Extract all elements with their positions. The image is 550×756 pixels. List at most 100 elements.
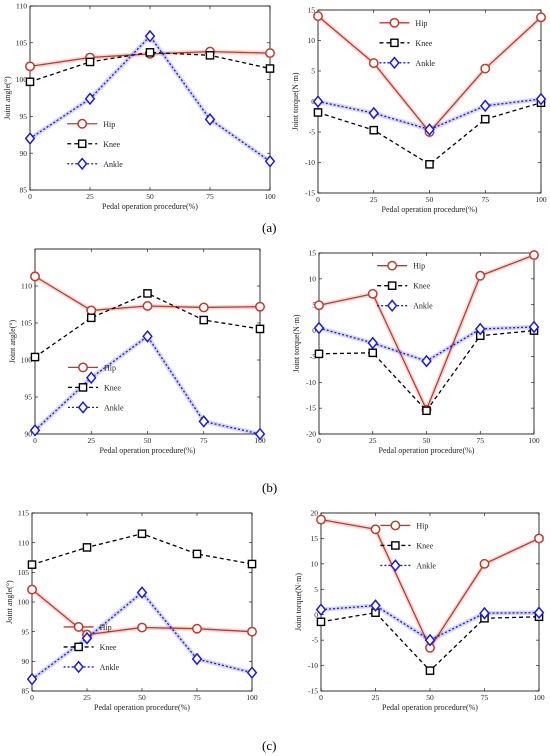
legend-label-knee: Knee <box>416 541 433 550</box>
series-line-hip <box>320 518 540 649</box>
legend: Hip Knee Ankle <box>379 17 435 70</box>
legend-marker-ankle <box>77 401 89 414</box>
data-point-ankle <box>421 354 432 368</box>
legend: Hip Knee Ankle <box>67 118 123 171</box>
data-point-hip <box>86 305 97 316</box>
data-point-knee <box>425 160 434 169</box>
y-axis-label: Joint torque(N·m) <box>291 72 300 130</box>
series-line-ankle <box>34 335 261 435</box>
x-tick-label: 75 <box>482 195 490 204</box>
series-line-hip <box>318 254 535 411</box>
x-tick-label: 0 <box>316 195 320 204</box>
data-point-ankle <box>81 631 93 645</box>
y-tick-label: 100 <box>21 356 33 365</box>
legend-marker-hip <box>73 621 84 632</box>
data-point-ankle <box>424 123 435 136</box>
y-axis-label: Joint angle(°) <box>3 76 12 120</box>
y-tick-label: 105 <box>16 38 28 47</box>
legend-label-hip: Hip <box>100 623 112 632</box>
y-axis-label: Joint angle(°) <box>8 319 17 363</box>
legend-label-hip: Hip <box>104 363 116 372</box>
data-point-hip <box>316 514 326 525</box>
data-point-ankle <box>370 599 381 612</box>
data-point-ankle <box>246 666 258 679</box>
x-tick-label: 75 <box>200 436 208 445</box>
y-tick-label: 15 <box>311 534 319 543</box>
data-point-knee <box>143 289 152 298</box>
plot-frame <box>320 512 540 692</box>
legend-marker-knee <box>387 281 397 290</box>
data-point-hip <box>255 301 265 312</box>
x-tick-label: 100 <box>246 693 258 702</box>
legend-label-hip: Hip <box>416 521 428 530</box>
legend-marker-knee <box>77 139 87 149</box>
x-axis-label: Pedal operation procedure(%) <box>382 205 478 214</box>
y-tick-label: -5 <box>312 636 318 645</box>
data-point-ankle <box>191 652 203 666</box>
data-point-knee <box>368 348 378 358</box>
series-line-knee <box>318 329 535 412</box>
chart-1: 0 25 50 75 100 85 90 95 100 105 110 Pedal operation… <box>3 2 276 211</box>
series-line-hip <box>317 15 542 133</box>
data-point-ankle <box>367 336 379 350</box>
y-tick-label: 0 <box>312 326 316 335</box>
x-axis-label: Pedal operation procedure(%) <box>102 202 198 211</box>
data-point-ankle <box>264 154 276 168</box>
x-tick-label: 25 <box>88 436 96 445</box>
legend: Hip Knee Ankle <box>63 621 120 674</box>
legend-marker-hip <box>78 362 88 373</box>
y-tick-label: 90 <box>22 657 30 666</box>
panel-label-c: (c) <box>262 738 277 753</box>
data-point-knee <box>205 51 215 60</box>
legend-marker-ankle <box>390 559 401 572</box>
x-tick-label: 0 <box>33 436 37 445</box>
y-tick-label: 85 <box>20 186 28 195</box>
x-tick-label: 50 <box>144 436 152 445</box>
y-tick-label: 0 <box>314 610 318 619</box>
chart-3: 0 25 50 75 100 90 95 100 105 110 Pedal operation p… <box>8 248 266 455</box>
y-tick-label: 10 <box>308 36 316 45</box>
y-tick-label: 10 <box>309 274 317 283</box>
legend-label-ankle: Ankle <box>416 561 436 570</box>
legend-label-hip: Hip <box>415 19 427 28</box>
y-tick-label: -10 <box>305 158 315 167</box>
y-tick-label: 105 <box>18 568 30 577</box>
data-point-hip <box>27 584 37 595</box>
x-tick-label: 100 <box>254 436 266 445</box>
y-tick-label: -10 <box>306 378 316 387</box>
data-point-knee <box>265 64 275 73</box>
x-tick-label: 0 <box>317 436 321 445</box>
data-point-ankle <box>84 92 96 106</box>
data-point-knee <box>30 352 40 362</box>
legend-marker-ankle <box>73 660 84 674</box>
data-point-knee <box>480 114 490 124</box>
data-point-knee <box>82 543 92 552</box>
legend: Hip Knee Ankle <box>380 520 436 572</box>
data-point-knee <box>422 406 431 416</box>
data-point-hip <box>137 622 147 633</box>
series-line-knee <box>31 533 253 566</box>
legend-label-knee: Knee <box>413 282 430 291</box>
data-point-knee <box>369 125 379 135</box>
y-tick-label: -20 <box>306 430 316 439</box>
y-tick-label: 5 <box>314 585 318 594</box>
legend-marker-knee <box>390 38 399 48</box>
data-point-ankle <box>315 603 327 617</box>
data-point-knee <box>27 560 37 569</box>
x-tick-label: 75 <box>206 192 214 201</box>
legend-marker-hip <box>387 260 398 271</box>
x-tick-label: 0 <box>28 192 32 201</box>
data-point-knee <box>192 549 202 559</box>
data-point-hip <box>192 623 202 634</box>
data-point-knee <box>85 57 95 67</box>
legend-marker-knee <box>391 541 400 550</box>
panel-label-a: (a) <box>262 220 277 235</box>
data-point-hip <box>25 61 35 72</box>
legend-label-ankle: Ankle <box>100 663 120 672</box>
data-point-ankle <box>528 320 540 334</box>
chart-6: 0 25 50 75 100 -15 -10 -5 0 5 10 15 20 Pedal operatio… <box>294 509 545 712</box>
x-tick-label: 0 <box>30 693 34 702</box>
